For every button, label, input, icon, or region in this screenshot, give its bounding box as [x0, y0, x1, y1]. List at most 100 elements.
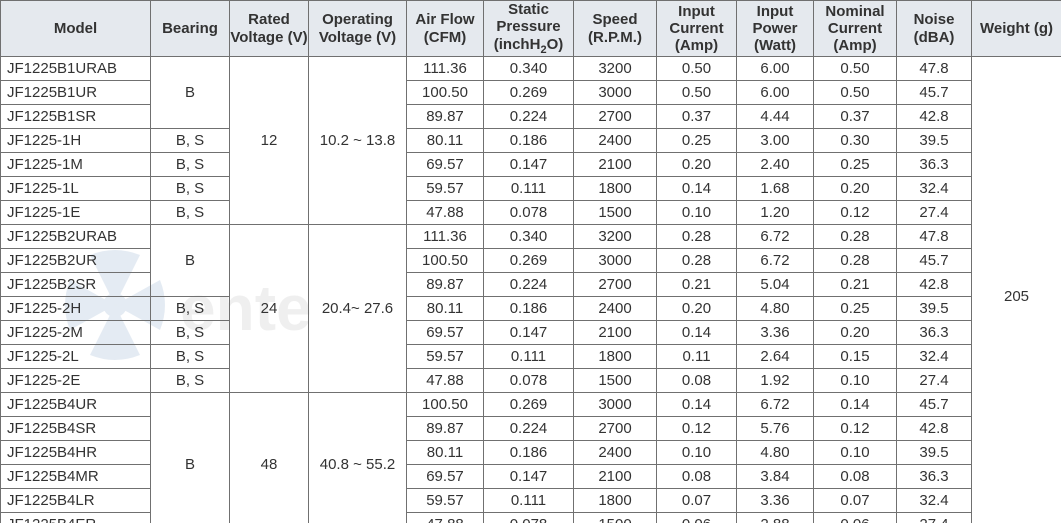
cell-air-flow: 69.57: [407, 465, 484, 489]
cell-air-flow: 100.50: [407, 249, 484, 273]
cell-model: JF1225-2L: [1, 345, 151, 369]
cell-speed: 2400: [574, 297, 657, 321]
cell-static-pressure: 0.186: [484, 129, 574, 153]
cell-input-current: 0.10: [657, 201, 737, 225]
cell-noise: 36.3: [897, 153, 972, 177]
cell-noise: 45.7: [897, 81, 972, 105]
th-static-pressure: Static Pressure (inchH2O): [484, 1, 574, 57]
cell-static-pressure: 0.340: [484, 57, 574, 81]
cell-input-power: 5.04: [737, 273, 814, 297]
cell-air-flow: 47.88: [407, 369, 484, 393]
th-input-current: Input Current (Amp): [657, 1, 737, 57]
cell-speed: 1500: [574, 201, 657, 225]
table-row: JF1225-2MB, S69.570.14721000.143.360.203…: [1, 321, 1061, 345]
cell-static-pressure: 0.186: [484, 297, 574, 321]
cell-input-power: 3.84: [737, 465, 814, 489]
cell-model: JF1225-2H: [1, 297, 151, 321]
cell-air-flow: 100.50: [407, 81, 484, 105]
cell-speed: 1800: [574, 489, 657, 513]
cell-model: JF1225B2UR: [1, 249, 151, 273]
cell-model: JF1225B1SR: [1, 105, 151, 129]
cell-input-power: 6.72: [737, 393, 814, 417]
cell-bearing: B, S: [151, 201, 230, 225]
cell-speed: 3000: [574, 393, 657, 417]
cell-static-pressure: 0.186: [484, 441, 574, 465]
cell-model: JF1225B4ER: [1, 513, 151, 523]
cell-input-current: 0.08: [657, 465, 737, 489]
cell-noise: 39.5: [897, 441, 972, 465]
cell-input-current: 0.25: [657, 129, 737, 153]
cell-noise: 32.4: [897, 489, 972, 513]
cell-bearing: B, S: [151, 321, 230, 345]
cell-operating-voltage: 40.8 ~ 55.2: [309, 393, 407, 523]
cell-nominal-current: 0.50: [814, 57, 897, 81]
cell-nominal-current: 0.20: [814, 321, 897, 345]
cell-noise: 27.4: [897, 369, 972, 393]
cell-noise: 36.3: [897, 321, 972, 345]
cell-model: JF1225-1E: [1, 201, 151, 225]
cell-input-current: 0.50: [657, 57, 737, 81]
cell-model: JF1225-2M: [1, 321, 151, 345]
cell-static-pressure: 0.147: [484, 321, 574, 345]
cell-air-flow: 59.57: [407, 489, 484, 513]
cell-static-pressure: 0.078: [484, 513, 574, 523]
cell-air-flow: 111.36: [407, 57, 484, 81]
cell-static-pressure: 0.078: [484, 201, 574, 225]
table-row: JF1225-1HB, S80.110.18624000.253.000.303…: [1, 129, 1061, 153]
cell-nominal-current: 0.21: [814, 273, 897, 297]
cell-noise: 47.8: [897, 225, 972, 249]
th-sp-l3c: O): [547, 36, 564, 53]
cell-input-power: 6.00: [737, 81, 814, 105]
th-sp-l1: Static: [508, 1, 549, 18]
th-weight: Weight (g): [972, 1, 1061, 57]
cell-bearing: B, S: [151, 297, 230, 321]
cell-weight: 205: [972, 57, 1061, 523]
cell-model: JF1225-2E: [1, 369, 151, 393]
cell-bearing: B: [151, 225, 230, 297]
cell-model: JF1225B4UR: [1, 393, 151, 417]
cell-speed: 1800: [574, 345, 657, 369]
cell-input-current: 0.07: [657, 489, 737, 513]
cell-static-pressure: 0.147: [484, 153, 574, 177]
cell-static-pressure: 0.111: [484, 177, 574, 201]
cell-speed: 2400: [574, 129, 657, 153]
cell-air-flow: 69.57: [407, 153, 484, 177]
cell-speed: 1800: [574, 177, 657, 201]
cell-nominal-current: 0.37: [814, 105, 897, 129]
cell-nominal-current: 0.08: [814, 465, 897, 489]
cell-static-pressure: 0.224: [484, 417, 574, 441]
cell-model: JF1225B4LR: [1, 489, 151, 513]
cell-air-flow: 47.88: [407, 513, 484, 523]
cell-rated-voltage: 12: [230, 57, 309, 225]
cell-nominal-current: 0.10: [814, 369, 897, 393]
cell-static-pressure: 0.224: [484, 273, 574, 297]
cell-air-flow: 59.57: [407, 345, 484, 369]
cell-nominal-current: 0.15: [814, 345, 897, 369]
cell-air-flow: 89.87: [407, 105, 484, 129]
cell-nominal-current: 0.06: [814, 513, 897, 523]
cell-static-pressure: 0.269: [484, 393, 574, 417]
cell-input-current: 0.28: [657, 225, 737, 249]
cell-input-power: 1.20: [737, 201, 814, 225]
table-row: JF1225B1URABB1210.2 ~ 13.8111.360.340320…: [1, 57, 1061, 81]
table-row: JF1225B4URB4840.8 ~ 55.2100.500.26930000…: [1, 393, 1061, 417]
cell-nominal-current: 0.50: [814, 81, 897, 105]
cell-input-current: 0.14: [657, 321, 737, 345]
cell-input-power: 2.40: [737, 153, 814, 177]
cell-bearing: B, S: [151, 153, 230, 177]
table-row: JF1225-1LB, S59.570.11118000.141.680.203…: [1, 177, 1061, 201]
cell-air-flow: 80.11: [407, 297, 484, 321]
cell-noise: 39.5: [897, 129, 972, 153]
cell-noise: 42.8: [897, 417, 972, 441]
cell-input-power: 6.00: [737, 57, 814, 81]
cell-input-current: 0.11: [657, 345, 737, 369]
th-rated-voltage: Rated Voltage (V): [230, 1, 309, 57]
cell-air-flow: 80.11: [407, 129, 484, 153]
cell-input-power: 4.80: [737, 297, 814, 321]
cell-input-power: 2.88: [737, 513, 814, 523]
cell-input-current: 0.10: [657, 441, 737, 465]
cell-nominal-current: 0.10: [814, 441, 897, 465]
cell-operating-voltage: 10.2 ~ 13.8: [309, 57, 407, 225]
th-model: Model: [1, 1, 151, 57]
cell-input-current: 0.12: [657, 417, 737, 441]
